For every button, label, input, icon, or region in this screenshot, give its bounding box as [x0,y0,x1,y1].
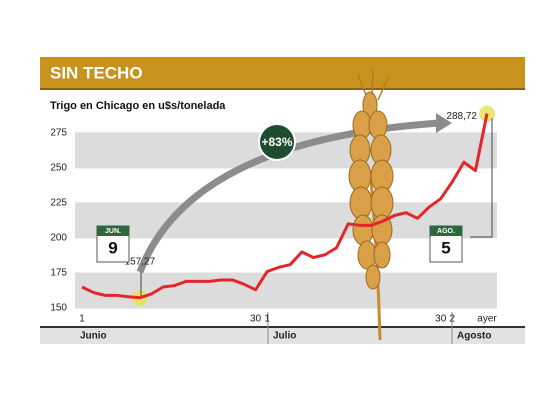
leader-line [470,118,493,238]
x-tick-label: 1 [264,314,270,325]
month-label: Agosto [457,331,491,342]
line [81,113,489,300]
calendar: JUN. 9 [96,225,130,263]
chart-title: SIN TECHO [50,63,143,82]
month-row [40,328,525,344]
month-label: Junio [80,331,107,342]
wheat-ear [348,69,394,341]
y-tick-label: 200 [50,233,67,244]
header-bar [40,57,525,90]
axis-rule [40,326,525,328]
x-tick-label: 1 [79,314,85,325]
x-tick-label: 2 [450,314,456,325]
trend-arrowhead [436,113,452,133]
calendar-day: 9 [108,238,117,257]
chart-subtitle: Trigo en Chicago en u$s/tonelada [50,100,226,112]
header-rule [40,88,525,90]
month-label: Julio [273,331,296,342]
annotation-badge [258,123,296,161]
y-tick-label: 225 [50,198,67,209]
y-tick-label: 250 [50,162,67,173]
annotation: +83% [261,135,292,149]
value-label: 288,72 [446,111,477,122]
x-tick-label: ayer [477,314,497,325]
x-tick-label: 30 [435,314,447,325]
y-tick-label: 150 [50,303,67,314]
calendar: AGO. 5 [429,225,463,263]
calendar-month: AGO. [437,228,455,235]
value-label: 157,27 [125,256,156,267]
y-tick-label: 175 [50,268,67,279]
x-tick-label: 30 [250,314,262,325]
calendar-month: JUN. [105,228,121,235]
calendar-day: 5 [441,238,450,257]
y-tick-label: 275 [50,127,67,138]
